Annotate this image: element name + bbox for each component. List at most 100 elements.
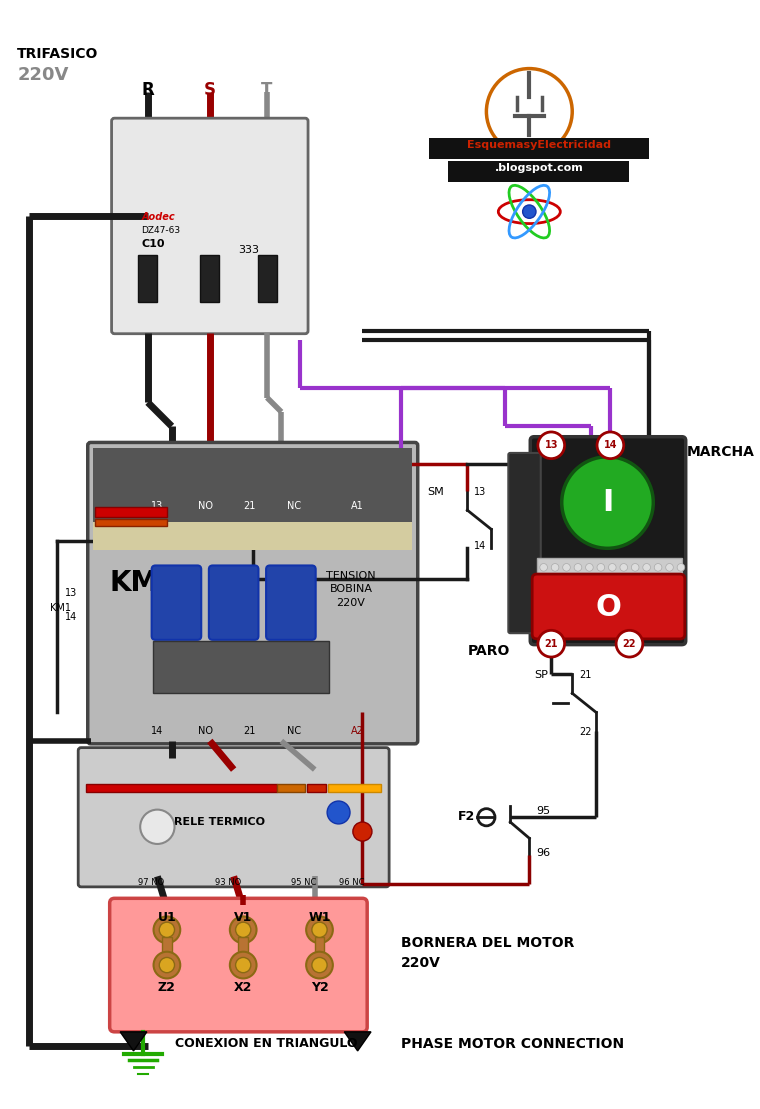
Text: 95: 95 [536, 806, 550, 816]
Circle shape [290, 472, 302, 485]
Circle shape [154, 952, 180, 978]
Text: KM1: KM1 [109, 569, 178, 598]
Text: 220V: 220V [401, 956, 441, 969]
Bar [258, 255, 277, 303]
Circle shape [204, 472, 216, 485]
Circle shape [227, 763, 240, 776]
Text: 21: 21 [579, 670, 591, 681]
Text: .blogspot.com: .blogspot.com [495, 163, 583, 173]
Text: 13: 13 [474, 487, 486, 497]
Circle shape [139, 133, 157, 151]
Circle shape [254, 129, 280, 155]
Circle shape [166, 704, 177, 716]
Circle shape [222, 852, 245, 875]
Text: Z2: Z2 [158, 981, 176, 995]
FancyBboxPatch shape [508, 452, 541, 633]
Text: MARCHA: MARCHA [687, 446, 755, 459]
Text: S: S [204, 81, 216, 99]
Circle shape [562, 563, 570, 571]
Circle shape [160, 957, 175, 973]
Circle shape [666, 563, 673, 571]
Text: I: I [602, 488, 613, 517]
Circle shape [146, 759, 169, 781]
Text: TENSION
BOBINA
220V: TENSION BOBINA 220V [326, 571, 375, 608]
Circle shape [140, 810, 175, 844]
Circle shape [353, 822, 372, 841]
Text: EsquemasyElectricidad: EsquemasyElectricidad [467, 140, 611, 150]
Text: SP: SP [534, 670, 548, 681]
Text: BORNERA DEL MOTOR: BORNERA DEL MOTOR [401, 936, 574, 950]
Circle shape [574, 563, 581, 571]
Text: T: T [261, 81, 273, 99]
Bar [93, 521, 412, 550]
Circle shape [135, 307, 160, 332]
Text: 21: 21 [544, 639, 558, 649]
Circle shape [540, 563, 547, 571]
Circle shape [204, 704, 216, 716]
Circle shape [327, 801, 350, 824]
Circle shape [199, 468, 220, 489]
Circle shape [161, 700, 182, 721]
Circle shape [597, 563, 605, 571]
Circle shape [140, 312, 156, 327]
Bar [95, 519, 167, 527]
Circle shape [227, 857, 240, 869]
Text: 14: 14 [603, 440, 617, 450]
Circle shape [620, 563, 628, 571]
Text: 96 NC: 96 NC [338, 878, 364, 887]
Text: NO: NO [198, 500, 213, 510]
Text: 333: 333 [239, 245, 259, 255]
Circle shape [609, 563, 616, 571]
Polygon shape [344, 1031, 371, 1051]
Text: Y2: Y2 [311, 981, 328, 995]
Circle shape [151, 857, 163, 869]
Bar [239, 937, 248, 958]
Circle shape [356, 704, 368, 716]
Circle shape [242, 700, 263, 721]
Circle shape [197, 129, 223, 155]
Circle shape [597, 431, 624, 459]
Circle shape [523, 205, 536, 218]
Circle shape [259, 312, 275, 327]
Circle shape [632, 563, 639, 571]
Circle shape [486, 69, 572, 154]
Text: 14: 14 [65, 612, 77, 622]
Circle shape [306, 916, 333, 943]
Circle shape [146, 852, 169, 875]
Bar [201, 255, 220, 303]
Circle shape [285, 468, 306, 489]
Circle shape [236, 957, 251, 973]
Bar [277, 784, 306, 793]
Polygon shape [120, 1031, 147, 1051]
Circle shape [290, 704, 302, 716]
Text: 22: 22 [622, 639, 636, 649]
Bar [95, 507, 167, 517]
Text: 13: 13 [151, 500, 163, 510]
Circle shape [247, 704, 258, 716]
FancyBboxPatch shape [532, 574, 685, 639]
Text: TRIFASICO: TRIFASICO [17, 47, 99, 61]
Text: X2: X2 [234, 981, 252, 995]
Text: 13: 13 [544, 440, 558, 450]
Circle shape [677, 563, 685, 571]
Circle shape [654, 563, 662, 571]
Text: A2: A2 [351, 725, 364, 735]
Circle shape [160, 923, 175, 937]
Circle shape [161, 468, 182, 489]
Text: C10: C10 [141, 240, 165, 250]
Bar [307, 784, 326, 793]
Text: W1: W1 [309, 910, 331, 924]
Circle shape [309, 763, 321, 776]
Bar [537, 558, 682, 577]
FancyBboxPatch shape [87, 442, 418, 744]
Text: 14: 14 [474, 541, 486, 551]
Text: V1: V1 [234, 910, 252, 924]
Circle shape [242, 468, 263, 489]
Text: O: O [596, 593, 622, 622]
Text: RELE TERMICO: RELE TERMICO [174, 817, 264, 827]
Circle shape [199, 700, 220, 721]
Text: KM1: KM1 [49, 602, 71, 612]
Circle shape [586, 563, 594, 571]
Circle shape [151, 763, 163, 776]
Circle shape [201, 133, 218, 151]
